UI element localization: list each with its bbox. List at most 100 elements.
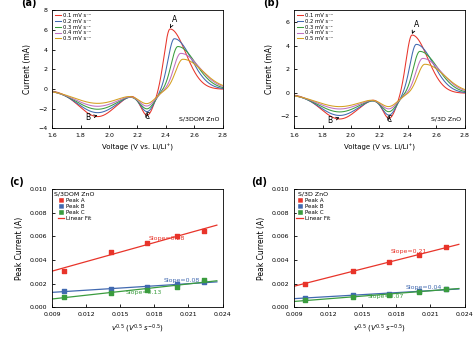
Point xyxy=(415,253,423,258)
0.1 mV s⁻¹ xyxy=(167,27,173,31)
0.5 mV s⁻¹ xyxy=(144,102,149,106)
Text: (a): (a) xyxy=(21,0,37,8)
Point xyxy=(173,284,181,289)
Legend: 0.1 mV s⁻¹, 0.2 mV s⁻¹, 0.3 mV s⁻¹, 0.4 mV s⁻¹, 0.5 mV s⁻¹: 0.1 mV s⁻¹, 0.2 mV s⁻¹, 0.3 mV s⁻¹, 0.4 … xyxy=(54,12,92,42)
0.4 mV s⁻¹ xyxy=(337,107,343,111)
Text: (b): (b) xyxy=(264,0,280,8)
Text: S/3DOM ZnO: S/3DOM ZnO xyxy=(179,116,219,121)
0.5 mV s⁻¹ xyxy=(198,67,204,72)
0.1 mV s⁻¹ xyxy=(462,91,467,95)
0.3 mV s⁻¹ xyxy=(364,100,370,104)
Line: 0.5 mV s⁻¹: 0.5 mV s⁻¹ xyxy=(52,59,223,104)
0.3 mV s⁻¹ xyxy=(356,103,362,107)
0.4 mV s⁻¹ xyxy=(49,90,55,94)
0.2 mV s⁻¹ xyxy=(220,86,226,90)
0.3 mV s⁻¹ xyxy=(462,89,467,94)
0.1 mV s⁻¹ xyxy=(217,87,222,91)
0.3 mV s⁻¹ xyxy=(95,107,100,111)
0.1 mV s⁻¹ xyxy=(198,79,204,83)
Point xyxy=(349,294,356,300)
0.3 mV s⁻¹ xyxy=(79,102,84,106)
0.2 mV s⁻¹ xyxy=(291,94,297,98)
Line: 0.4 mV s⁻¹: 0.4 mV s⁻¹ xyxy=(52,53,223,106)
0.1 mV s⁻¹ xyxy=(310,101,316,105)
Text: Slope=0.08: Slope=0.08 xyxy=(164,278,200,283)
0.4 mV s⁻¹ xyxy=(364,99,370,104)
0.3 mV s⁻¹ xyxy=(69,97,74,101)
0.2 mV s⁻¹ xyxy=(95,111,100,115)
0.5 mV s⁻¹ xyxy=(79,98,84,103)
Point xyxy=(143,287,150,293)
0.1 mV s⁻¹ xyxy=(440,83,446,87)
0.3 mV s⁻¹ xyxy=(115,100,120,104)
Point xyxy=(442,244,450,250)
0.5 mV s⁻¹ xyxy=(217,82,222,86)
Point xyxy=(200,277,208,283)
0.5 mV s⁻¹ xyxy=(115,97,120,102)
0.2 mV s⁻¹ xyxy=(69,97,74,102)
Point xyxy=(301,281,309,287)
Text: S/3D ZnO: S/3D ZnO xyxy=(431,116,461,121)
0.1 mV s⁻¹ xyxy=(458,91,464,95)
0.2 mV s⁻¹ xyxy=(122,97,128,101)
0.3 mV s⁻¹ xyxy=(291,94,297,98)
0.2 mV s⁻¹ xyxy=(49,89,55,94)
0.4 mV s⁻¹ xyxy=(115,99,120,103)
0.2 mV s⁻¹ xyxy=(364,101,370,105)
Point xyxy=(107,249,114,254)
0.2 mV s⁻¹ xyxy=(321,107,327,112)
0.3 mV s⁻¹ xyxy=(417,49,423,53)
Text: Slope=0.07: Slope=0.07 xyxy=(368,294,404,299)
0.4 mV s⁻¹ xyxy=(69,96,74,100)
0.5 mV s⁻¹ xyxy=(337,105,343,109)
Point xyxy=(442,286,450,292)
0.4 mV s⁻¹ xyxy=(220,84,226,88)
0.5 mV s⁻¹ xyxy=(180,57,186,61)
0.2 mV s⁻¹ xyxy=(462,90,467,95)
Y-axis label: Current (mA): Current (mA) xyxy=(265,44,274,94)
Point xyxy=(107,290,114,296)
0.5 mV s⁻¹ xyxy=(458,86,464,90)
Text: Slope=0.21: Slope=0.21 xyxy=(391,249,427,254)
0.1 mV s⁻¹ xyxy=(356,106,362,110)
Text: B: B xyxy=(327,116,338,125)
0.3 mV s⁻¹ xyxy=(49,90,55,94)
X-axis label: Voltage (V vs. Li/Li⁺): Voltage (V vs. Li/Li⁺) xyxy=(344,143,415,151)
0.3 mV s⁻¹ xyxy=(337,110,343,114)
Point xyxy=(385,292,392,298)
0.1 mV s⁻¹ xyxy=(291,93,297,97)
Point xyxy=(60,294,67,299)
Point xyxy=(301,297,309,303)
0.2 mV s⁻¹ xyxy=(217,86,222,90)
0.5 mV s⁻¹ xyxy=(291,94,297,98)
0.3 mV s⁻¹ xyxy=(175,44,181,49)
Line: 0.3 mV s⁻¹: 0.3 mV s⁻¹ xyxy=(294,51,465,112)
0.3 mV s⁻¹ xyxy=(217,84,222,89)
0.1 mV s⁻¹ xyxy=(364,101,370,105)
Legend: Peak A, Peak B, Peak C, Linear Fit: Peak A, Peak B, Peak C, Linear Fit xyxy=(54,191,95,222)
0.5 mV s⁻¹ xyxy=(422,62,428,66)
Point xyxy=(173,234,181,239)
0.4 mV s⁻¹ xyxy=(217,83,222,87)
Point xyxy=(385,291,392,296)
0.5 mV s⁻¹ xyxy=(49,90,55,94)
Legend: Peak A, Peak B, Peak C, Linear Fit: Peak A, Peak B, Peak C, Linear Fit xyxy=(296,191,331,222)
0.3 mV s⁻¹ xyxy=(458,88,464,92)
0.3 mV s⁻¹ xyxy=(321,105,327,110)
Point xyxy=(415,289,423,295)
0.5 mV s⁻¹ xyxy=(440,72,446,76)
0.1 mV s⁻¹ xyxy=(79,106,84,110)
0.2 mV s⁻¹ xyxy=(337,113,343,118)
0.4 mV s⁻¹ xyxy=(198,67,204,71)
0.1 mV s⁻¹ xyxy=(337,117,342,121)
0.1 mV s⁻¹ xyxy=(122,97,128,101)
Text: (c): (c) xyxy=(9,177,24,187)
0.1 mV s⁻¹ xyxy=(95,114,100,119)
0.3 mV s⁻¹ xyxy=(220,86,226,90)
0.1 mV s⁻¹ xyxy=(49,89,55,93)
Line: 0.4 mV s⁻¹: 0.4 mV s⁻¹ xyxy=(294,58,465,109)
Point xyxy=(60,268,67,273)
0.2 mV s⁻¹ xyxy=(310,101,316,105)
0.4 mV s⁻¹ xyxy=(178,51,183,55)
Text: B: B xyxy=(85,113,97,122)
